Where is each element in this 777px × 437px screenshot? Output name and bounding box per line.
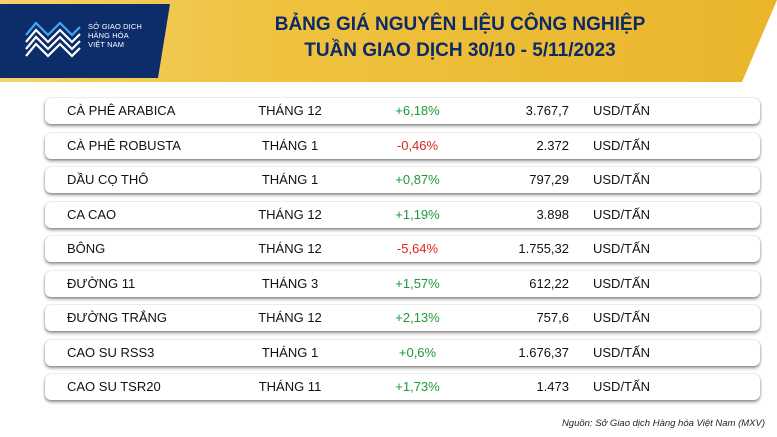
change-percent: -5,64% bbox=[396, 241, 439, 256]
header-banner: SỞ GIAO DỊCH HÀNG HÓA VIỆT NAM BẢNG GIÁ … bbox=[0, 0, 777, 82]
mxv-logo-icon bbox=[25, 21, 81, 58]
change-percent: -0,46% bbox=[396, 137, 439, 153]
title-line-2: TUẦN GIAO DỊCH 30/10 - 5/11/2023 bbox=[304, 40, 616, 61]
contract-month: THÁNG 1 bbox=[261, 137, 319, 153]
price-unit: USD/TẤN bbox=[593, 344, 651, 360]
price-unit: USD/TẤN bbox=[593, 137, 651, 153]
page-title: BẢNG GIÁ NGUYÊN LIỆU CÔNG NGHIỆP TUẦN GI… bbox=[180, 12, 740, 64]
table-row: CÀ PHÊ ARABICA THÁNG 12 +6,18% 3.767,7 USD/T… bbox=[45, 98, 760, 124]
table-row: ĐƯỜNG TRẮNG THÁNG 12 +2,13% 757,6 USD/TẤN bbox=[45, 305, 760, 331]
logo-text-line: VIỆT NAM bbox=[88, 40, 125, 49]
price-value: 3.898 bbox=[536, 206, 569, 222]
contract-month: THÁNG 12 bbox=[258, 206, 322, 222]
table-row: DẦU CỌ THÔ THÁNG 1 +0,87% 797,29 USD/TẤN bbox=[45, 167, 760, 193]
mxv-logo: SỞ GIAO DỊCH HÀNG HÓA VIỆT NAM bbox=[0, 4, 170, 78]
price-unit: USD/TẤN bbox=[593, 103, 651, 118]
price-value: 1.755,32 bbox=[518, 241, 569, 256]
change-percent: +2,13% bbox=[395, 310, 440, 325]
contract-month: THÁNG 12 bbox=[258, 241, 322, 256]
change-percent: +0,87% bbox=[395, 172, 440, 187]
change-percent: +0,6% bbox=[398, 344, 437, 360]
table-row: CAO SU RSS3 THÁNG 1 +0,6% 1.676,37 USD/TẤN bbox=[45, 339, 760, 366]
price-value: 612,22 bbox=[529, 275, 569, 291]
price-unit: USD/TẤN bbox=[593, 275, 651, 291]
commodity-name: CA CAO bbox=[67, 206, 117, 222]
price-unit: USD/TẤN bbox=[593, 172, 651, 187]
change-percent: +1,19% bbox=[395, 206, 440, 222]
price-value: 1.676,37 bbox=[518, 344, 569, 360]
source-note: Nguồn: Sở Giao dịch Hàng hóa Việt Nam (M… bbox=[561, 418, 765, 429]
price-value: 2.372 bbox=[536, 137, 569, 153]
contract-month: THÁNG 1 bbox=[261, 344, 319, 360]
table-row: CAO SU TSR20 THÁNG 11 +1,73% 1.473 USD/TẤN bbox=[45, 374, 760, 400]
commodity-name: CÀ PHÊ ROBUSTA bbox=[67, 137, 181, 153]
commodity-name: BÔNG bbox=[67, 241, 106, 256]
commodity-name: ĐƯỜNG TRẮNG bbox=[67, 310, 168, 325]
price-value: 1.473 bbox=[536, 379, 569, 394]
logo-text-line: HÀNG HÓA bbox=[88, 31, 129, 40]
table-row: ĐƯỜNG 11 THÁNG 3 +1,57% 612,22 USD/TẤN bbox=[45, 270, 760, 297]
price-unit: USD/TẤN bbox=[593, 206, 651, 222]
commodity-name: DẦU CỌ THÔ bbox=[67, 172, 149, 187]
price-unit: USD/TẤN bbox=[593, 241, 651, 256]
price-unit: USD/TẤN bbox=[593, 379, 651, 394]
commodity-name: ĐƯỜNG 11 bbox=[67, 275, 136, 291]
table-row: CA CAO THÁNG 12 +1,19% 3.898 USD/TẤN bbox=[45, 201, 760, 228]
contract-month: THÁNG 3 bbox=[261, 275, 319, 291]
price-value: 797,29 bbox=[529, 172, 569, 187]
change-percent: +6,18% bbox=[395, 103, 440, 118]
price-value: 3.767,7 bbox=[525, 103, 569, 118]
commodity-name: CAO SU RSS3 bbox=[67, 344, 155, 360]
contract-month: THÁNG 11 bbox=[258, 379, 322, 394]
title-line-1: BẢNG GIÁ NGUYÊN LIỆU CÔNG NGHIỆP bbox=[274, 14, 646, 35]
commodity-name: CAO SU TSR20 bbox=[67, 379, 161, 394]
logo-text: SỞ GIAO DỊCH HÀNG HÓA VIỆT NAM bbox=[88, 22, 166, 49]
commodity-name: CÀ PHÊ ARABICA bbox=[67, 103, 176, 118]
contract-month: THÁNG 12 bbox=[258, 103, 322, 118]
contract-month: THÁNG 12 bbox=[258, 310, 322, 325]
price-unit: USD/TẤN bbox=[593, 310, 651, 325]
change-percent: +1,57% bbox=[395, 275, 440, 291]
change-percent: +1,73% bbox=[395, 379, 440, 394]
price-value: 757,6 bbox=[536, 310, 569, 325]
contract-month: THÁNG 1 bbox=[261, 172, 319, 187]
table-row: CÀ PHÊ ROBUSTA THÁNG 1 -0,46% 2.372 USD/TẤN bbox=[45, 132, 760, 159]
table-row: BÔNG THÁNG 12 -5,64% 1.755,32 USD/TẤN bbox=[45, 236, 760, 262]
logo-text-line: SỞ GIAO DỊCH bbox=[88, 22, 142, 31]
